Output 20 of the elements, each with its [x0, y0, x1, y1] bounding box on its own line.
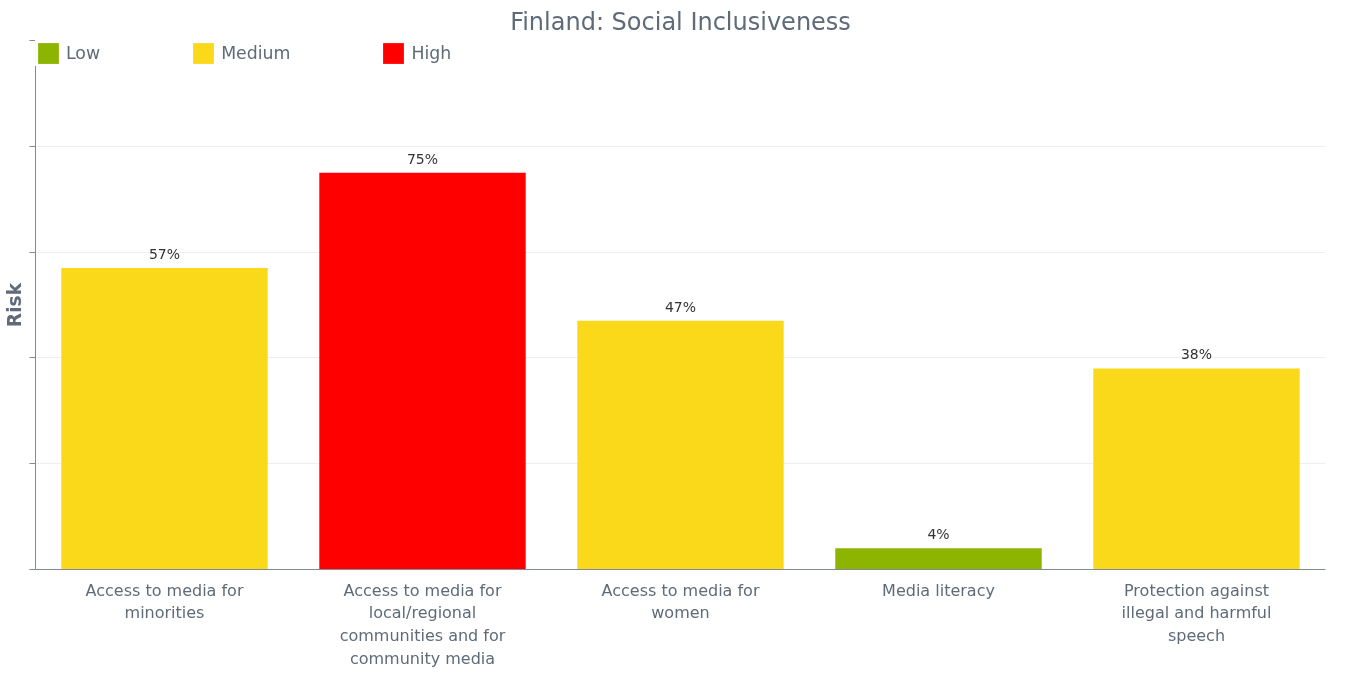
bar	[835, 548, 1042, 570]
x-tick-label: Media literacy	[882, 580, 995, 600]
bar	[1093, 368, 1300, 570]
data-label: 38%	[1180, 346, 1213, 363]
x-tick-label: Access to media for women	[601, 580, 760, 623]
legend-label: High	[411, 43, 452, 63]
legend-label: Low	[66, 43, 101, 63]
data-label: 75%	[406, 150, 439, 167]
legend-label: Medium	[221, 43, 291, 63]
bar	[61, 267, 268, 570]
x-tick-label: Access to media for local/regional communities and for community media	[339, 580, 506, 668]
chart-title: Finland: Social Inclusiveness	[510, 7, 851, 36]
bar	[319, 172, 526, 570]
x-tick-label: Access to media for minorities	[85, 580, 244, 623]
data-label: 47%	[664, 298, 697, 315]
bar	[577, 320, 784, 570]
data-label: 4%	[927, 526, 950, 543]
y-axis-title: Risk	[3, 282, 25, 328]
x-tick-label: Protection against illegal and harmful speech	[1121, 580, 1272, 646]
data-label: 57%	[148, 245, 181, 262]
